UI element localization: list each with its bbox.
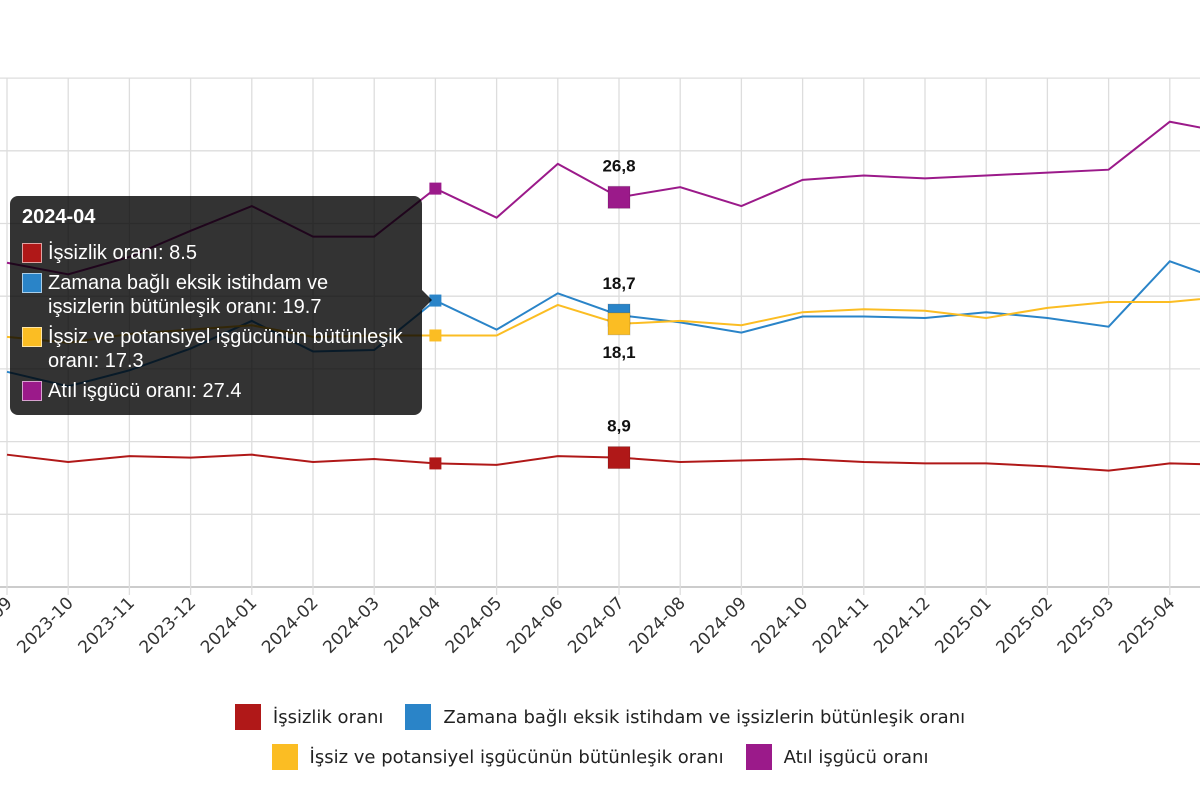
legend-swatch	[405, 704, 432, 730]
legend-item-zamana-bagli[interactable]: Zamana bağlı eksik istihdam ve işsizleri…	[405, 704, 965, 730]
series-line	[6, 453, 1200, 472]
tooltip-text: İşsizlik oranı: 8.5	[48, 242, 197, 264]
data-point-marker	[607, 446, 631, 470]
x-tick-label: 2024-01	[197, 593, 261, 657]
x-tick-label: 2024-10	[748, 593, 812, 657]
x-tick-label: 2023-10	[13, 593, 77, 657]
tooltip-row: İşsizlik oranı: 8.5	[22, 241, 410, 265]
x-tick-label: 2024-03	[319, 593, 383, 657]
x-tick-label: 2025-01	[931, 593, 995, 657]
data-label: 18,1	[602, 343, 635, 362]
tooltip-swatch	[22, 273, 42, 293]
legend-label: İşsizlik oranı	[272, 706, 384, 728]
x-tick-label: 2024-09	[687, 593, 751, 657]
legend-label: Zamana bağlı eksik istihdam ve işsizleri…	[443, 706, 966, 728]
x-tick-label: 2025-02	[993, 593, 1057, 657]
legend-swatch	[234, 704, 261, 730]
x-axis-labels: 092023-102023-112023-122024-012024-02202…	[0, 593, 1179, 657]
tooltip-text: İşsiz ve potansiyel işgücünün bütünleşik…	[48, 326, 403, 372]
tooltip-row: İşsiz ve potansiyel işgücünün bütünleşik…	[22, 325, 410, 373]
x-tick-label: 2025-04	[1115, 593, 1179, 657]
hover-point-marker	[429, 329, 442, 342]
legend-item-issiz-potansiyel[interactable]: İşsiz ve potansiyel işgücünün bütünleşik…	[271, 744, 724, 770]
x-tick-label: 2024-07	[564, 593, 628, 657]
tooltip-title: 2024-04	[22, 206, 96, 228]
legend-label: Atıl işgücü oranı	[783, 746, 929, 768]
data-label: 18,7	[602, 274, 635, 293]
data-label: 8,9	[607, 417, 631, 436]
tooltip-swatch	[22, 243, 42, 263]
legend-item-issizlik[interactable]: İşsizlik oranı	[234, 704, 384, 730]
series-markers	[429, 182, 631, 470]
tooltip: 2024-04 İşsizlik oranı: 8.5 Zamana bağlı…	[10, 196, 432, 415]
x-tick-label: 09	[0, 593, 17, 622]
x-tick-label: 2025-03	[1054, 593, 1118, 657]
hover-point-marker	[429, 182, 442, 195]
legend-item-atil-isgucu[interactable]: Atıl işgücü oranı	[745, 744, 929, 770]
x-tick-label: 2024-11	[809, 593, 873, 657]
x-tick-label: 2023-11	[75, 593, 139, 657]
data-label: 26,8	[602, 156, 635, 175]
tooltip-text: Zamana bağlı eksik istihdam ve işsizleri…	[48, 272, 329, 318]
x-tick-label: 2024-12	[870, 593, 934, 657]
tooltip-swatch	[22, 381, 42, 401]
x-tick-label: 2024-04	[381, 593, 445, 657]
legend-swatch	[745, 744, 772, 770]
tooltip-row: Zamana bağlı eksik istihdam ve işsizleri…	[22, 271, 410, 319]
legend-label: İşsiz ve potansiyel işgücünün bütünleşik…	[309, 746, 724, 768]
x-tick-label: 2024-05	[442, 593, 506, 657]
legend-swatch	[271, 744, 298, 770]
x-tick-label: 2023-12	[136, 593, 200, 657]
data-point-marker	[607, 312, 631, 336]
tooltip-row: Atıl işgücü oranı: 27.4	[22, 379, 410, 403]
legend: İşsizlik oranı Zamana bağlı eksik istihd…	[0, 704, 1200, 770]
x-tick-label: 2024-08	[625, 593, 689, 657]
x-tick-label: 2024-02	[258, 593, 322, 657]
hover-point-marker	[429, 457, 442, 470]
x-tick-label: 2024-06	[503, 593, 567, 657]
tooltip-swatch	[22, 327, 42, 347]
data-point-marker	[607, 185, 631, 209]
hover-point-marker	[429, 294, 442, 307]
data-labels: 8,9 18,7 18,1 26,8	[602, 156, 635, 435]
tooltip-text: Atıl işgücü oranı: 27.4	[48, 380, 242, 402]
